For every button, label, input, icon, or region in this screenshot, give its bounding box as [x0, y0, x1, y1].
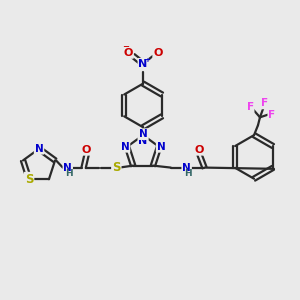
Text: F: F: [247, 102, 254, 112]
Text: N: N: [138, 136, 148, 146]
Text: N: N: [138, 59, 148, 69]
Text: +: +: [144, 57, 150, 63]
Text: H: H: [184, 169, 191, 178]
Text: O: O: [153, 48, 163, 58]
Text: S: S: [25, 173, 33, 186]
Text: S: S: [112, 161, 121, 174]
Text: O: O: [195, 145, 204, 155]
Text: H: H: [65, 169, 73, 178]
Text: F: F: [261, 98, 268, 108]
Text: N: N: [121, 142, 129, 152]
Text: −: −: [122, 43, 129, 52]
Text: N: N: [63, 163, 72, 172]
Text: N: N: [35, 144, 44, 154]
Text: O: O: [124, 48, 133, 58]
Text: O: O: [82, 145, 91, 155]
Text: N: N: [157, 142, 165, 152]
Text: N: N: [182, 163, 191, 172]
Text: F: F: [268, 110, 275, 120]
Text: N: N: [139, 129, 147, 139]
